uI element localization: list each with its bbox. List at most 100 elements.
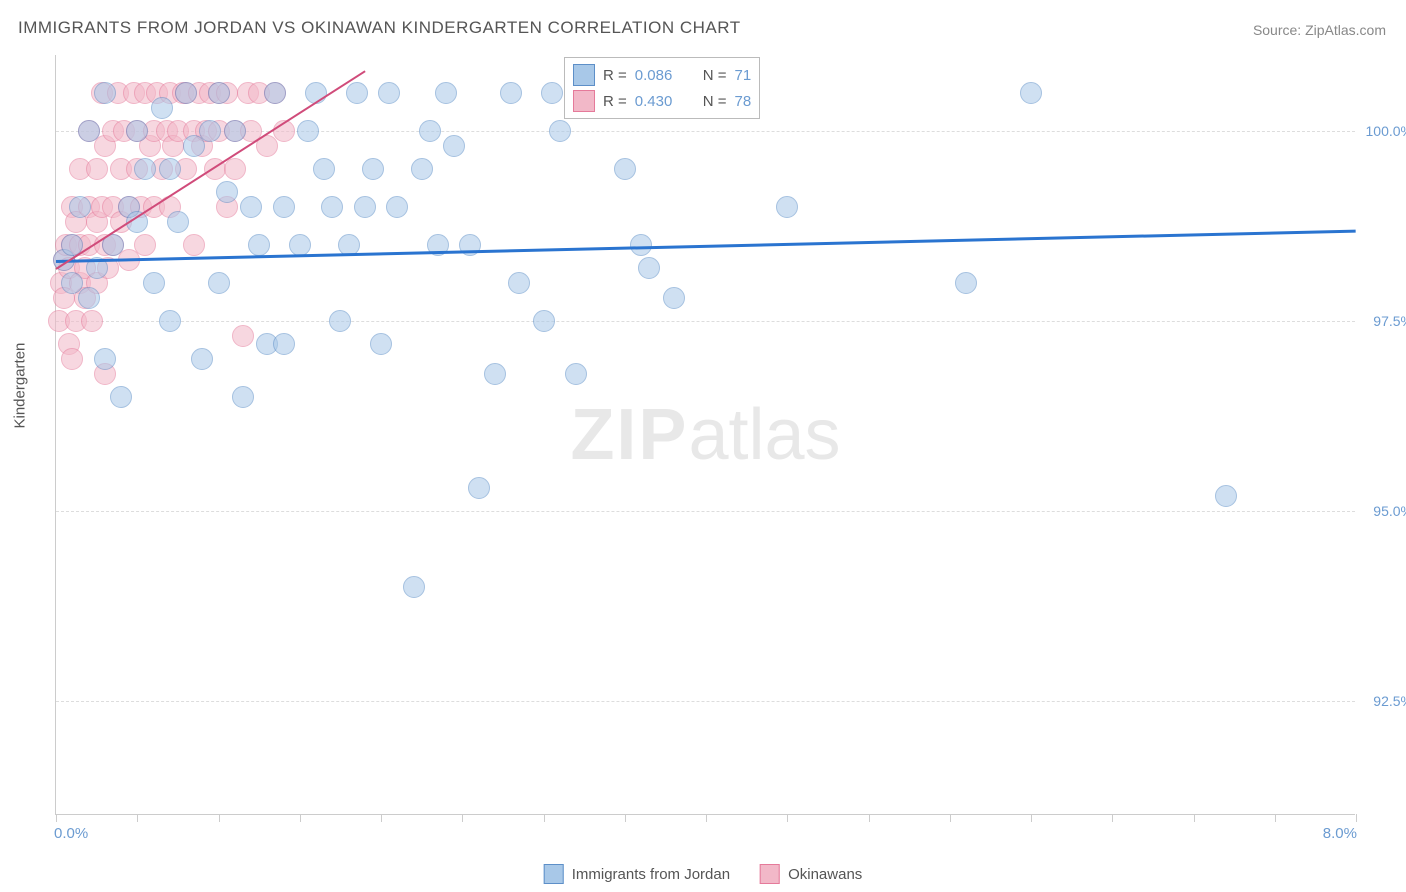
- chart-title: IMMIGRANTS FROM JORDAN VS OKINAWAN KINDE…: [18, 18, 741, 38]
- plot-area: ZIPatlas R = 0.086 N = 71 R = 0.430 N = …: [55, 55, 1355, 815]
- data-point: [565, 363, 587, 385]
- watermark-atlas: atlas: [688, 395, 840, 475]
- legend-swatch-okinawans: [573, 90, 595, 112]
- data-point: [61, 348, 83, 370]
- x-tick-mark: [706, 814, 707, 822]
- legend-bottom-label-okinawans: Okinawans: [788, 866, 862, 883]
- data-point: [159, 158, 181, 180]
- data-point: [321, 196, 343, 218]
- data-point: [1215, 485, 1237, 507]
- data-point: [955, 272, 977, 294]
- data-point: [183, 234, 205, 256]
- legend-item-jordan: Immigrants from Jordan: [544, 864, 730, 884]
- legend-bottom-swatch-okinawans: [760, 864, 780, 884]
- legend-bottom-swatch-jordan: [544, 864, 564, 884]
- data-point: [240, 196, 262, 218]
- n-label: N =: [703, 67, 727, 84]
- data-point: [776, 196, 798, 218]
- data-point: [143, 272, 165, 294]
- x-tick-mark: [137, 814, 138, 822]
- data-point: [1020, 82, 1042, 104]
- y-tick-label: 97.5%: [1373, 313, 1406, 329]
- data-point: [370, 333, 392, 355]
- data-point: [224, 120, 246, 142]
- r-label: R =: [603, 67, 627, 84]
- data-point: [110, 386, 132, 408]
- data-point: [638, 257, 660, 279]
- x-tick-mark: [381, 814, 382, 822]
- data-point: [151, 97, 173, 119]
- x-tick-mark: [1275, 814, 1276, 822]
- x-tick-mark: [462, 814, 463, 822]
- n-value-okinawans: 78: [735, 93, 752, 110]
- gridline: [56, 511, 1355, 512]
- data-point: [541, 82, 563, 104]
- n-value-jordan: 71: [735, 67, 752, 84]
- x-tick-mark: [1031, 814, 1032, 822]
- r-value-jordan: 0.086: [635, 67, 695, 84]
- r-label: R =: [603, 93, 627, 110]
- data-point: [78, 120, 100, 142]
- data-point: [191, 348, 213, 370]
- watermark: ZIPatlas: [570, 394, 840, 476]
- x-tick-mark: [787, 814, 788, 822]
- data-point: [411, 158, 433, 180]
- data-point: [500, 82, 522, 104]
- chart-container: IMMIGRANTS FROM JORDAN VS OKINAWAN KINDE…: [0, 0, 1406, 892]
- data-point: [386, 196, 408, 218]
- data-point: [435, 82, 457, 104]
- source-label: Source: ZipAtlas.com: [1253, 22, 1386, 38]
- data-point: [69, 196, 91, 218]
- y-axis-label: Kindergarten: [12, 343, 29, 429]
- data-point: [329, 310, 351, 332]
- x-tick-mark: [219, 814, 220, 822]
- data-point: [134, 158, 156, 180]
- data-point: [630, 234, 652, 256]
- legend-item-okinawans: Okinawans: [760, 864, 862, 884]
- legend-row-jordan: R = 0.086 N = 71: [573, 62, 751, 88]
- correlation-legend: R = 0.086 N = 71 R = 0.430 N = 78: [564, 57, 760, 119]
- data-point: [273, 333, 295, 355]
- y-tick-label: 92.5%: [1373, 693, 1406, 709]
- data-point: [484, 363, 506, 385]
- y-tick-label: 95.0%: [1373, 503, 1406, 519]
- watermark-zip: ZIP: [570, 395, 688, 475]
- data-point: [126, 120, 148, 142]
- data-point: [175, 82, 197, 104]
- data-point: [224, 158, 246, 180]
- data-point: [533, 310, 555, 332]
- x-tick-mark: [300, 814, 301, 822]
- data-point: [362, 158, 384, 180]
- data-point: [468, 477, 490, 499]
- x-tick-mark: [950, 814, 951, 822]
- x-tick-left: 0.0%: [54, 825, 88, 842]
- n-label: N =: [703, 93, 727, 110]
- data-point: [443, 135, 465, 157]
- legend-swatch-jordan: [573, 64, 595, 86]
- x-tick-mark: [544, 814, 545, 822]
- data-point: [232, 386, 254, 408]
- data-point: [208, 272, 230, 294]
- x-tick-mark: [625, 814, 626, 822]
- x-tick-mark: [56, 814, 57, 822]
- y-tick-label: 100.0%: [1366, 123, 1406, 139]
- r-value-okinawans: 0.430: [635, 93, 695, 110]
- x-tick-right: 8.0%: [1323, 825, 1357, 842]
- data-point: [549, 120, 571, 142]
- data-point: [378, 82, 400, 104]
- gridline: [56, 701, 1355, 702]
- data-point: [297, 120, 319, 142]
- data-point: [614, 158, 636, 180]
- data-point: [167, 211, 189, 233]
- data-point: [289, 234, 311, 256]
- x-tick-mark: [869, 814, 870, 822]
- data-point: [354, 196, 376, 218]
- data-point: [232, 325, 254, 347]
- legend-bottom-label-jordan: Immigrants from Jordan: [572, 866, 730, 883]
- data-point: [159, 310, 181, 332]
- legend-row-okinawans: R = 0.430 N = 78: [573, 88, 751, 114]
- data-point: [264, 82, 286, 104]
- data-point: [199, 120, 221, 142]
- data-point: [248, 234, 270, 256]
- data-point: [346, 82, 368, 104]
